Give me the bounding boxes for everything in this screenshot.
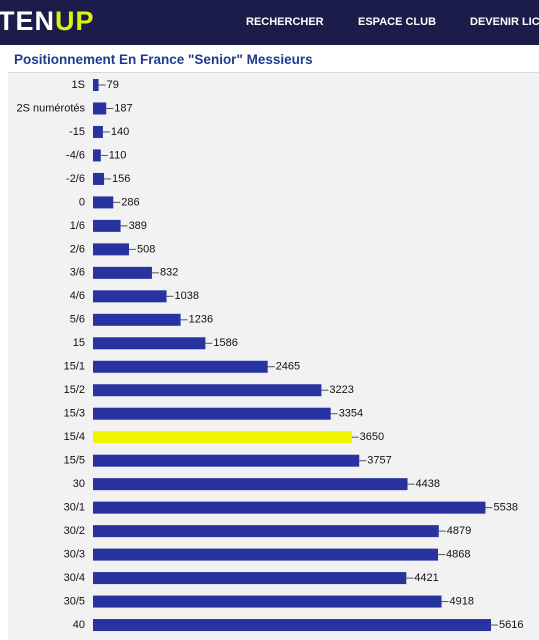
value-label: 1586 [213,337,237,349]
value-label: 832 [160,267,178,279]
value-label: 3223 [329,384,353,396]
value-label: 508 [137,243,155,255]
category-label: 0 [79,196,85,208]
bar [93,501,486,514]
bar [93,572,407,585]
value-label: 3757 [367,455,391,467]
category-label: 15 [73,337,85,349]
category-label: 30/3 [64,549,85,561]
bar [93,384,322,397]
value-label: 1038 [175,290,199,302]
value-label: 156 [112,173,130,185]
nav-link[interactable]: DEVENIR LICENCIÉ [470,16,539,28]
value-label: 4421 [414,572,438,584]
chart-title: Positionnement En France "Senior" Messie… [14,52,313,67]
bar [93,548,438,561]
category-label: 1/6 [70,220,85,232]
bar [93,266,152,279]
value-label: 389 [129,220,147,232]
category-label: 15/5 [64,455,85,467]
value-label: 4868 [446,549,470,561]
category-label: 30/1 [64,502,85,514]
category-label: 1S [72,79,85,91]
category-label: 30 [73,478,85,490]
value-label: 3354 [339,408,363,420]
value-label: 4879 [447,525,471,537]
value-label: 3650 [360,431,384,443]
value-label: 4438 [416,478,440,490]
value-label: 4918 [450,595,474,607]
value-label: 140 [111,126,129,138]
category-label: 2S numérotés [17,102,86,114]
category-label: 40 [73,619,85,631]
value-label: 110 [109,149,127,161]
logo[interactable]: TENUP [0,6,95,37]
bar [93,102,107,115]
bar [93,219,121,232]
category-label: 15/1 [64,361,85,373]
bar [93,313,181,326]
value-label: 5616 [499,619,523,631]
value-label: 286 [121,196,139,208]
category-label: -4/6 [66,149,85,161]
nav-link[interactable]: ESPACE CLUB [358,16,437,28]
nav-link[interactable]: RECHERCHER [246,16,324,28]
bar [93,290,167,303]
bar [93,79,99,91]
logo-accent: UP [55,6,95,36]
category-label: 30/5 [64,595,85,607]
bar [93,337,206,350]
logo-main: TEN [0,6,55,36]
bar [93,149,101,162]
category-label: -2/6 [66,173,85,185]
value-label: 2465 [276,361,300,373]
value-label: 5538 [493,502,517,514]
category-label: -15 [69,126,85,138]
bar [93,360,268,373]
category-label: 5/6 [70,314,85,326]
bar [93,595,442,608]
category-label: 15/4 [64,431,85,443]
bar [93,525,439,538]
category-label: 2/6 [70,243,85,255]
bar [93,431,352,444]
value-label: 1236 [189,314,213,326]
divider [8,72,539,73]
category-label: 30/2 [64,525,85,537]
category-label: 30/4 [64,572,85,584]
category-label: 15/2 [64,384,85,396]
bar [93,478,408,491]
bar [93,454,360,467]
bar [93,196,114,209]
value-label: 79 [107,79,119,91]
bar [93,243,130,256]
chart-background [8,73,539,640]
bar [93,172,105,185]
category-label: 3/6 [70,267,85,279]
bar [93,407,331,420]
category-label: 15/3 [64,408,85,420]
chart: 1S 79 2S numérotés 187 -15 140 -4/6 110 -2/6 156 0… [8,73,539,640]
bar [93,619,491,632]
value-label: 187 [114,102,132,114]
category-label: 4/6 [70,290,85,302]
header: TENUP RECHERCHER ESPACE CLUB DEVENIR LIC… [0,0,539,45]
bar [93,125,103,138]
